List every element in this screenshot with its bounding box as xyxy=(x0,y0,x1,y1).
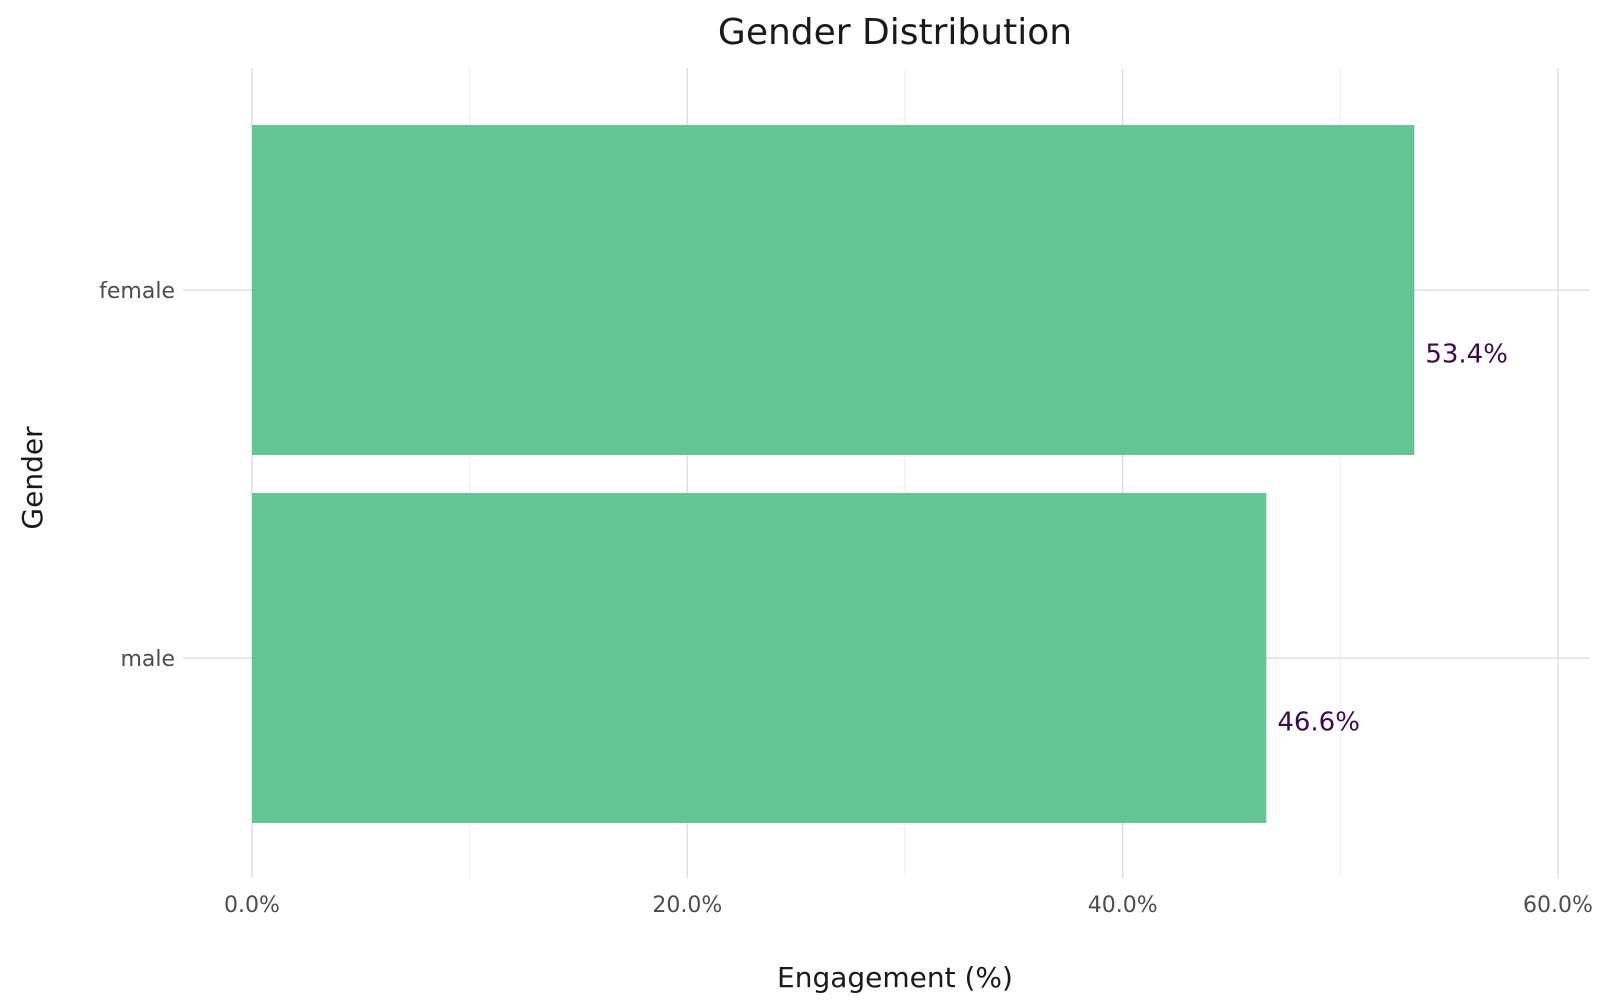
data-label: 46.6% xyxy=(1277,708,1360,738)
x-tick-label: 40.0% xyxy=(1088,893,1158,918)
x-tick-label: 20.0% xyxy=(652,893,722,918)
x-tick-label: 0.0% xyxy=(224,893,280,918)
data-label: 53.4% xyxy=(1425,340,1508,370)
y-tick-label: female xyxy=(99,279,175,304)
y-axis-title: Gender xyxy=(16,426,49,530)
y-tick-label: male xyxy=(120,647,175,672)
x-axis-title: Engagement (%) xyxy=(777,961,1013,994)
chart-title: Gender Distribution xyxy=(718,12,1072,53)
x-tick-label: 60.0% xyxy=(1523,893,1593,918)
labels-layer: 0.0% 20.0% 40.0% 60.0% female male 53.4% 46.6% xyxy=(99,279,1593,918)
bars-layer xyxy=(252,125,1415,823)
bar-female xyxy=(252,125,1415,455)
bar-male xyxy=(252,493,1267,823)
